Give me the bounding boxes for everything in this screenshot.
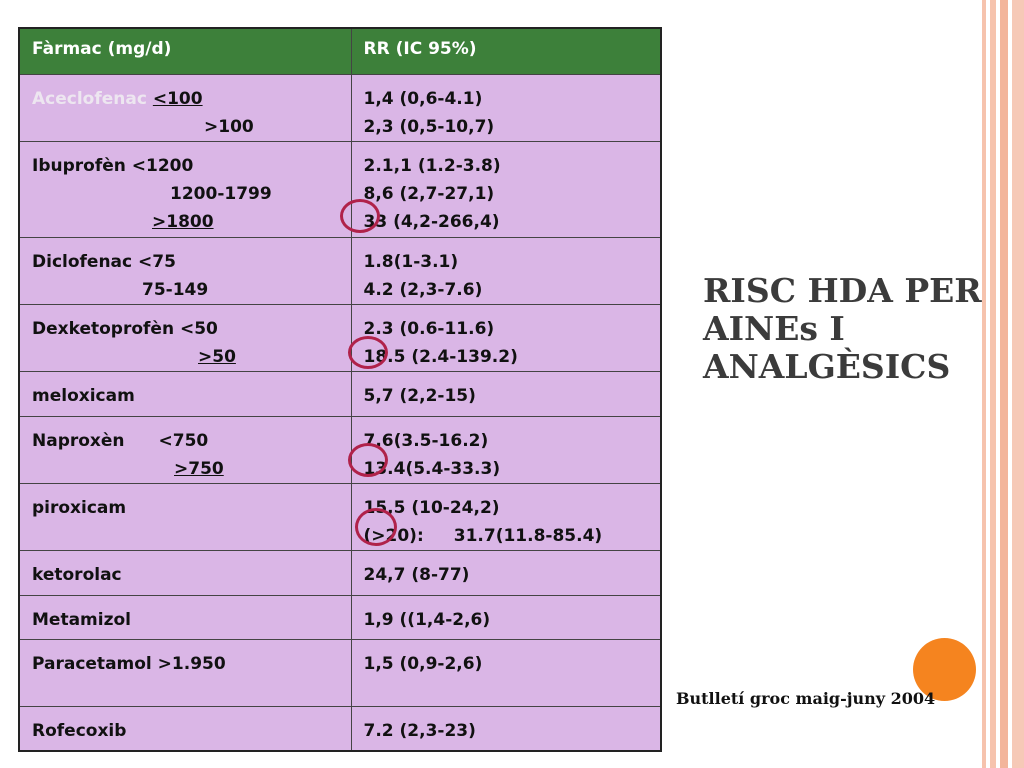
table-header-row: Fàrmac (mg/d) RR (IC 95%) <box>18 27 662 75</box>
table-row: piroxicam 15,5 (10-24,2) (>20): 31.7(11.8… <box>18 482 662 551</box>
risk-table: Fàrmac (mg/d) RR (IC 95%) Aceclofenac <1… <box>18 27 662 752</box>
title-line: RISC HDA PER <box>703 271 982 310</box>
drug-name: Naproxèn <box>32 430 125 451</box>
decor-dot <box>913 638 976 701</box>
drug-name: Rofecoxib <box>32 720 127 741</box>
rr-value: 7.6(3.5-16.2) <box>363 430 489 451</box>
drug-cell: Metamizol <box>18 594 352 640</box>
table-row: Naproxèn <750 >750 7.6(3.5-16.2) 13.4(5.4… <box>18 415 662 484</box>
rr-value: 18.5 (2.4-139.2) <box>363 346 518 367</box>
dose-range: 75-149 <box>142 279 209 300</box>
dose-range: >750 <box>174 458 224 479</box>
rr-cell: 1,4 (0,6-4.1) 2,3 (0,5-10,7) <box>350 73 662 142</box>
dose-range: >1800 <box>152 211 214 232</box>
table-row: Aceclofenac <100 >100 1,4 (0,6-4.1) 2,3 … <box>18 73 662 142</box>
decor-stripe <box>1012 0 1024 768</box>
drug-name: Dexketoprofèn <50 <box>32 318 218 339</box>
table-row: Metamizol 1,9 ((1,4-2,6) <box>18 594 662 640</box>
header-drug: Fàrmac (mg/d) <box>18 27 352 75</box>
rr-value: 33 (4,2-266,4) <box>363 211 500 232</box>
rr-value: 13.4(5.4-33.3) <box>363 458 501 479</box>
drug-cell: Aceclofenac <100 >100 <box>18 73 352 142</box>
drug-name: ketorolac <box>32 564 122 585</box>
rr-value: 7.2 (2,3-23) <box>363 720 476 741</box>
decor-stripe <box>990 0 996 768</box>
rr-cell: 1,5 (0,9-2,6) <box>350 638 662 707</box>
rr-value: 5,7 (2,2-15) <box>363 385 476 406</box>
drug-cell: Naproxèn <750 >750 <box>18 415 352 484</box>
rr-value: 2,3 (0,5-10,7) <box>363 116 495 137</box>
rr-cell: 24,7 (8-77) <box>350 549 662 596</box>
table-row: Dexketoprofèn <50 >50 2.3 (0.6-11.6) 18.… <box>18 303 662 372</box>
drug-cell: piroxicam <box>18 482 352 551</box>
rr-value: 2.3 (0.6-11.6) <box>363 318 495 339</box>
title-line: ANALGÈSICS <box>703 347 951 386</box>
rr-cell: 15,5 (10-24,2) (>20): 31.7(11.8-85.4) <box>350 482 662 551</box>
drug-name: Ibuprofèn <1200 <box>32 155 194 176</box>
dose-range: 1200-1799 <box>170 183 272 204</box>
drug-cell: Ibuprofèn <1200 1200-1799 >1800 <box>18 140 352 238</box>
drug-cell: Rofecoxib <box>18 705 352 752</box>
rr-value: 1,5 (0,9-2,6) <box>363 653 483 674</box>
rr-value: 2.1,1 (1.2-3.8) <box>363 155 501 176</box>
slide-title: RISC HDA PER AINEs I ANALGÈSICS <box>703 272 983 386</box>
rr-cell: 1.8(1-3.1) 4.2 (2,3-7.6) <box>350 236 662 305</box>
source-citation: Butlletí groc maig-juny 2004 <box>676 689 936 708</box>
dose-range: <100 <box>152 88 203 109</box>
drug-cell: meloxicam <box>18 370 352 417</box>
table-row: Ibuprofèn <1200 1200-1799 >1800 2.1,1 (1… <box>18 140 662 238</box>
rr-cell: 7.6(3.5-16.2) 13.4(5.4-33.3) <box>350 415 662 484</box>
drug-cell: ketorolac <box>18 549 352 596</box>
dose-range: <750 <box>158 430 209 451</box>
rr-value: 1.8(1-3.1) <box>363 251 459 272</box>
rr-value: (>20): <box>363 525 424 546</box>
table-row: Diclofenac <75 75-149 1.8(1-3.1) 4.2 (2,… <box>18 236 662 305</box>
table-row: ketorolac 24,7 (8-77) <box>18 549 662 596</box>
table-row: Rofecoxib 7.2 (2,3-23) <box>18 705 662 752</box>
dose-range: >50 <box>198 346 236 367</box>
drug-name: Paracetamol >1.950 <box>32 653 226 674</box>
drug-name: Metamizol <box>32 609 131 630</box>
rr-value: 8,6 (2,7-27,1) <box>363 183 495 204</box>
header-rr: RR (IC 95%) <box>350 27 662 75</box>
rr-cell: 1,9 ((1,4-2,6) <box>350 594 662 640</box>
rr-cell: 2.3 (0.6-11.6) 18.5 (2.4-139.2) <box>350 303 662 372</box>
drug-name: Diclofenac <75 <box>32 251 176 272</box>
decor-stripe <box>982 0 986 768</box>
rr-cell: 2.1,1 (1.2-3.8) 8,6 (2,7-27,1) 33 (4,2-2… <box>350 140 662 238</box>
drug-name: piroxicam <box>32 497 127 518</box>
rr-value: 15,5 (10-24,2) <box>363 497 500 518</box>
rr-value: 4.2 (2,3-7.6) <box>363 279 483 300</box>
drug-name: Aceclofenac <box>32 88 147 109</box>
decor-stripe <box>1000 0 1008 768</box>
rr-cell: 5,7 (2,2-15) <box>350 370 662 417</box>
dose-range: >100 <box>204 116 254 137</box>
rr-value: 24,7 (8-77) <box>363 564 470 585</box>
drug-cell: Dexketoprofèn <50 >50 <box>18 303 352 372</box>
drug-cell: Paracetamol >1.950 <box>18 638 352 707</box>
table-row: Paracetamol >1.950 1,5 (0,9-2,6) <box>18 638 662 707</box>
drug-name: meloxicam <box>32 385 135 406</box>
title-line: AINEs I <box>703 309 845 348</box>
table-row: meloxicam 5,7 (2,2-15) <box>18 370 662 417</box>
rr-value: 31.7(11.8-85.4) <box>453 525 603 546</box>
rr-value: 1,4 (0,6-4.1) <box>363 88 483 109</box>
rr-cell: 7.2 (2,3-23) <box>350 705 662 752</box>
drug-cell: Diclofenac <75 75-149 <box>18 236 352 305</box>
rr-value: 1,9 ((1,4-2,6) <box>363 609 491 630</box>
